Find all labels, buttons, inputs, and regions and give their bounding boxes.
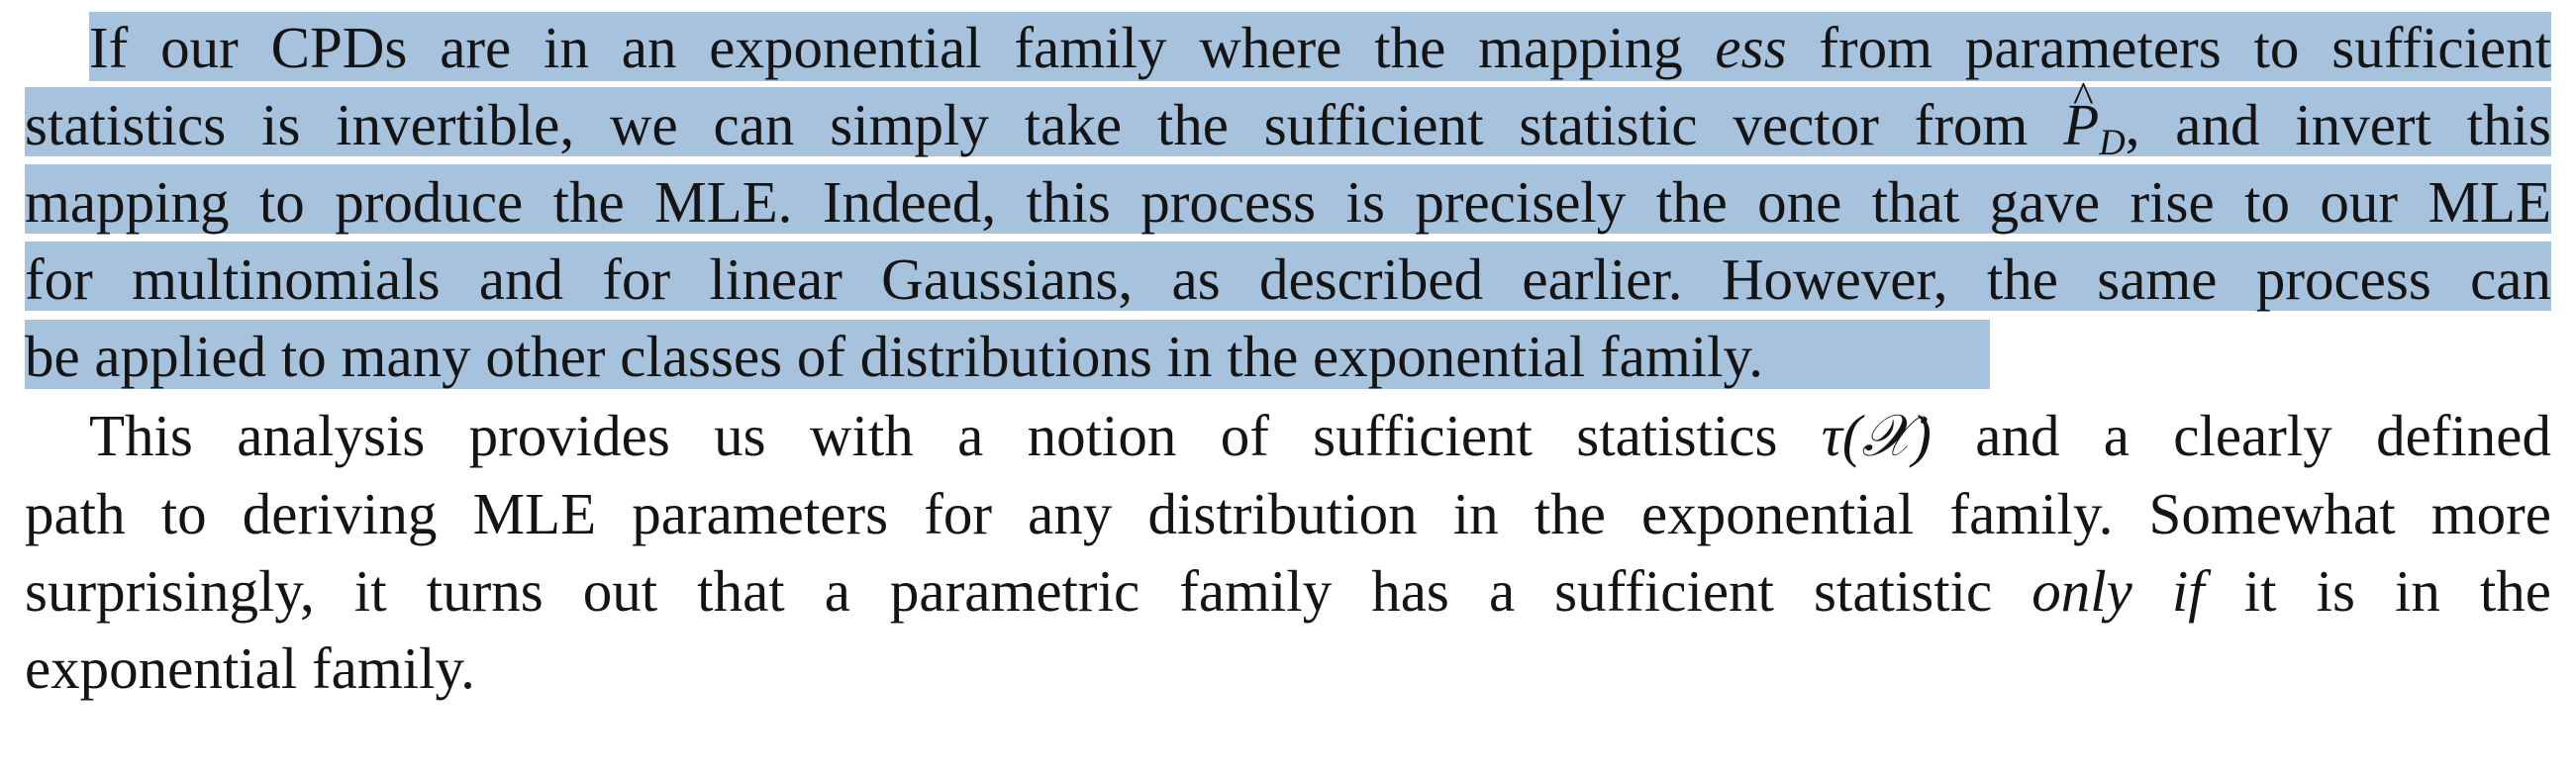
text-line: surprisingly, it turns out that a parame… [25, 551, 2551, 631]
text-line: be applied to many other classes of dist… [25, 324, 1763, 389]
text-line: If our CPDs are in an exponential family… [89, 8, 2551, 87]
text-run: and a clearly defined [1931, 403, 2551, 468]
selection-highlight [89, 12, 2551, 81]
text-line: mapping to produce the MLE. Indeed, this… [25, 169, 2551, 235]
text-line: for multinomials and for linear Gaussian… [25, 246, 2551, 312]
text-run: , and invert this [2125, 92, 2552, 157]
text-run: statistics is invertible, we can simply … [25, 92, 2064, 157]
math-p-hat: P [2063, 58, 2099, 164]
emphasis-only-if: only if [2031, 558, 2205, 624]
text-run: If our CPDs are in an exponential family… [89, 15, 1716, 80]
selection-highlight [25, 242, 2551, 311]
math-tau-x: τ(𝒳) [1821, 403, 1932, 468]
math-ess: ess [1715, 15, 1787, 80]
selection-highlight [25, 87, 2551, 156]
text-line: path to deriving MLE parameters for any … [25, 481, 2551, 546]
text-run: surprisingly, it turns out that a parame… [25, 558, 2032, 624]
text-line: statistics is invertible, we can simply … [25, 58, 2552, 164]
text-line: exponential family. [25, 635, 475, 701]
math-subscript-d: D [2099, 122, 2126, 163]
selection-highlight [25, 164, 2551, 234]
text-run: from parameters to sufficient [1786, 15, 2551, 80]
text-run: This analysis provides us with a notion … [89, 403, 1822, 468]
text-run: it is in the [2204, 558, 2551, 624]
selection-highlight [25, 320, 1990, 389]
text-line: This analysis provides us with a notion … [89, 396, 2551, 475]
